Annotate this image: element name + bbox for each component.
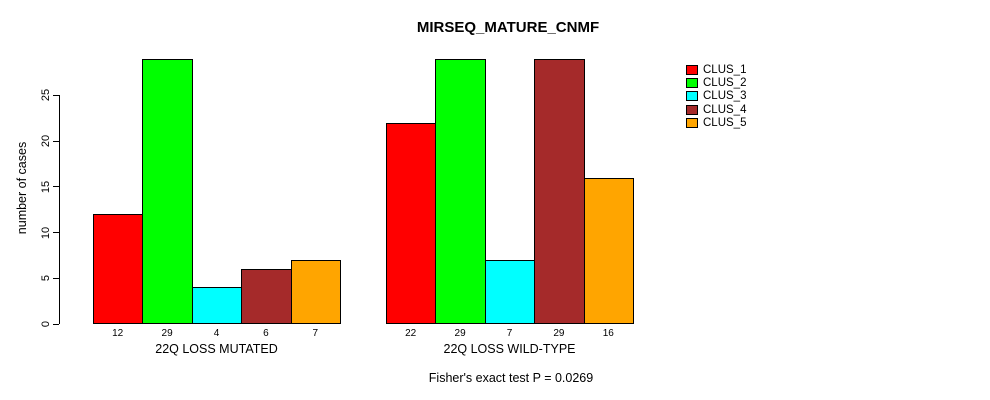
legend-swatch — [686, 78, 698, 89]
bar — [93, 214, 144, 325]
bar-value-label: 6 — [263, 328, 269, 339]
y-tick-label: 15 — [40, 180, 52, 193]
legend-item: CLUS_1 — [686, 63, 746, 76]
bar-value-label: 29 — [454, 328, 466, 339]
y-tick-mark — [53, 140, 59, 142]
legend-label: CLUS_4 — [703, 103, 747, 116]
bar-value-label: 4 — [213, 328, 220, 339]
bar-value-label: 7 — [506, 328, 513, 339]
legend: CLUS_1 CLUS_2 CLUS_3 CLUS_4 CLUS_5 — [686, 63, 746, 130]
legend-label: CLUS_5 — [703, 117, 747, 130]
bar — [241, 269, 292, 325]
y-tick-mark — [53, 232, 59, 233]
bar — [290, 259, 341, 325]
y-tick-mark — [53, 277, 59, 279]
legend-item: CLUS_2 — [686, 76, 746, 89]
legend-swatch — [686, 104, 698, 115]
y-axis-line — [59, 95, 60, 324]
legend-label: CLUS_1 — [703, 63, 747, 76]
legend-swatch — [686, 64, 698, 75]
y-tick-label: 10 — [40, 226, 52, 239]
bar-value-label: 29 — [553, 328, 565, 339]
legend-label: CLUS_2 — [703, 77, 747, 90]
group-label: 22Q LOSS MUTATED — [155, 342, 278, 356]
y-tick-mark — [53, 186, 59, 188]
legend-item: CLUS_3 — [686, 90, 746, 103]
legend-swatch — [686, 91, 698, 102]
legend-swatch — [686, 118, 698, 129]
y-axis-label: number of cases — [15, 141, 29, 235]
group-label: 22Q LOSS WILD-TYPE — [443, 342, 576, 356]
y-tick-label: 20 — [40, 134, 52, 148]
bar — [142, 58, 193, 325]
bar-value-label: 29 — [161, 328, 173, 339]
bar — [191, 287, 243, 325]
chart-title: MIRSEQ_MATURE_CNMF — [416, 19, 600, 36]
bar-value-label: 22 — [405, 328, 417, 339]
bar — [534, 58, 585, 325]
y-tick-label: 25 — [40, 89, 52, 102]
bar-value-label: 16 — [602, 328, 614, 339]
y-tick-mark — [53, 94, 59, 96]
y-tick-mark — [53, 323, 59, 325]
fisher-test-annotation: Fisher's exact test P = 0.0269 — [428, 371, 594, 385]
legend-item: CLUS_5 — [686, 117, 746, 130]
y-tick-label: 0 — [40, 320, 52, 328]
bar — [484, 259, 536, 325]
bar — [435, 58, 486, 325]
bar-value-label: 7 — [312, 328, 319, 339]
bar — [583, 177, 634, 325]
bar-value-label: 12 — [112, 328, 124, 339]
bar — [386, 122, 437, 325]
legend-label: CLUS_3 — [703, 90, 747, 103]
y-tick-label: 5 — [40, 275, 52, 282]
legend-item: CLUS_4 — [686, 103, 746, 116]
